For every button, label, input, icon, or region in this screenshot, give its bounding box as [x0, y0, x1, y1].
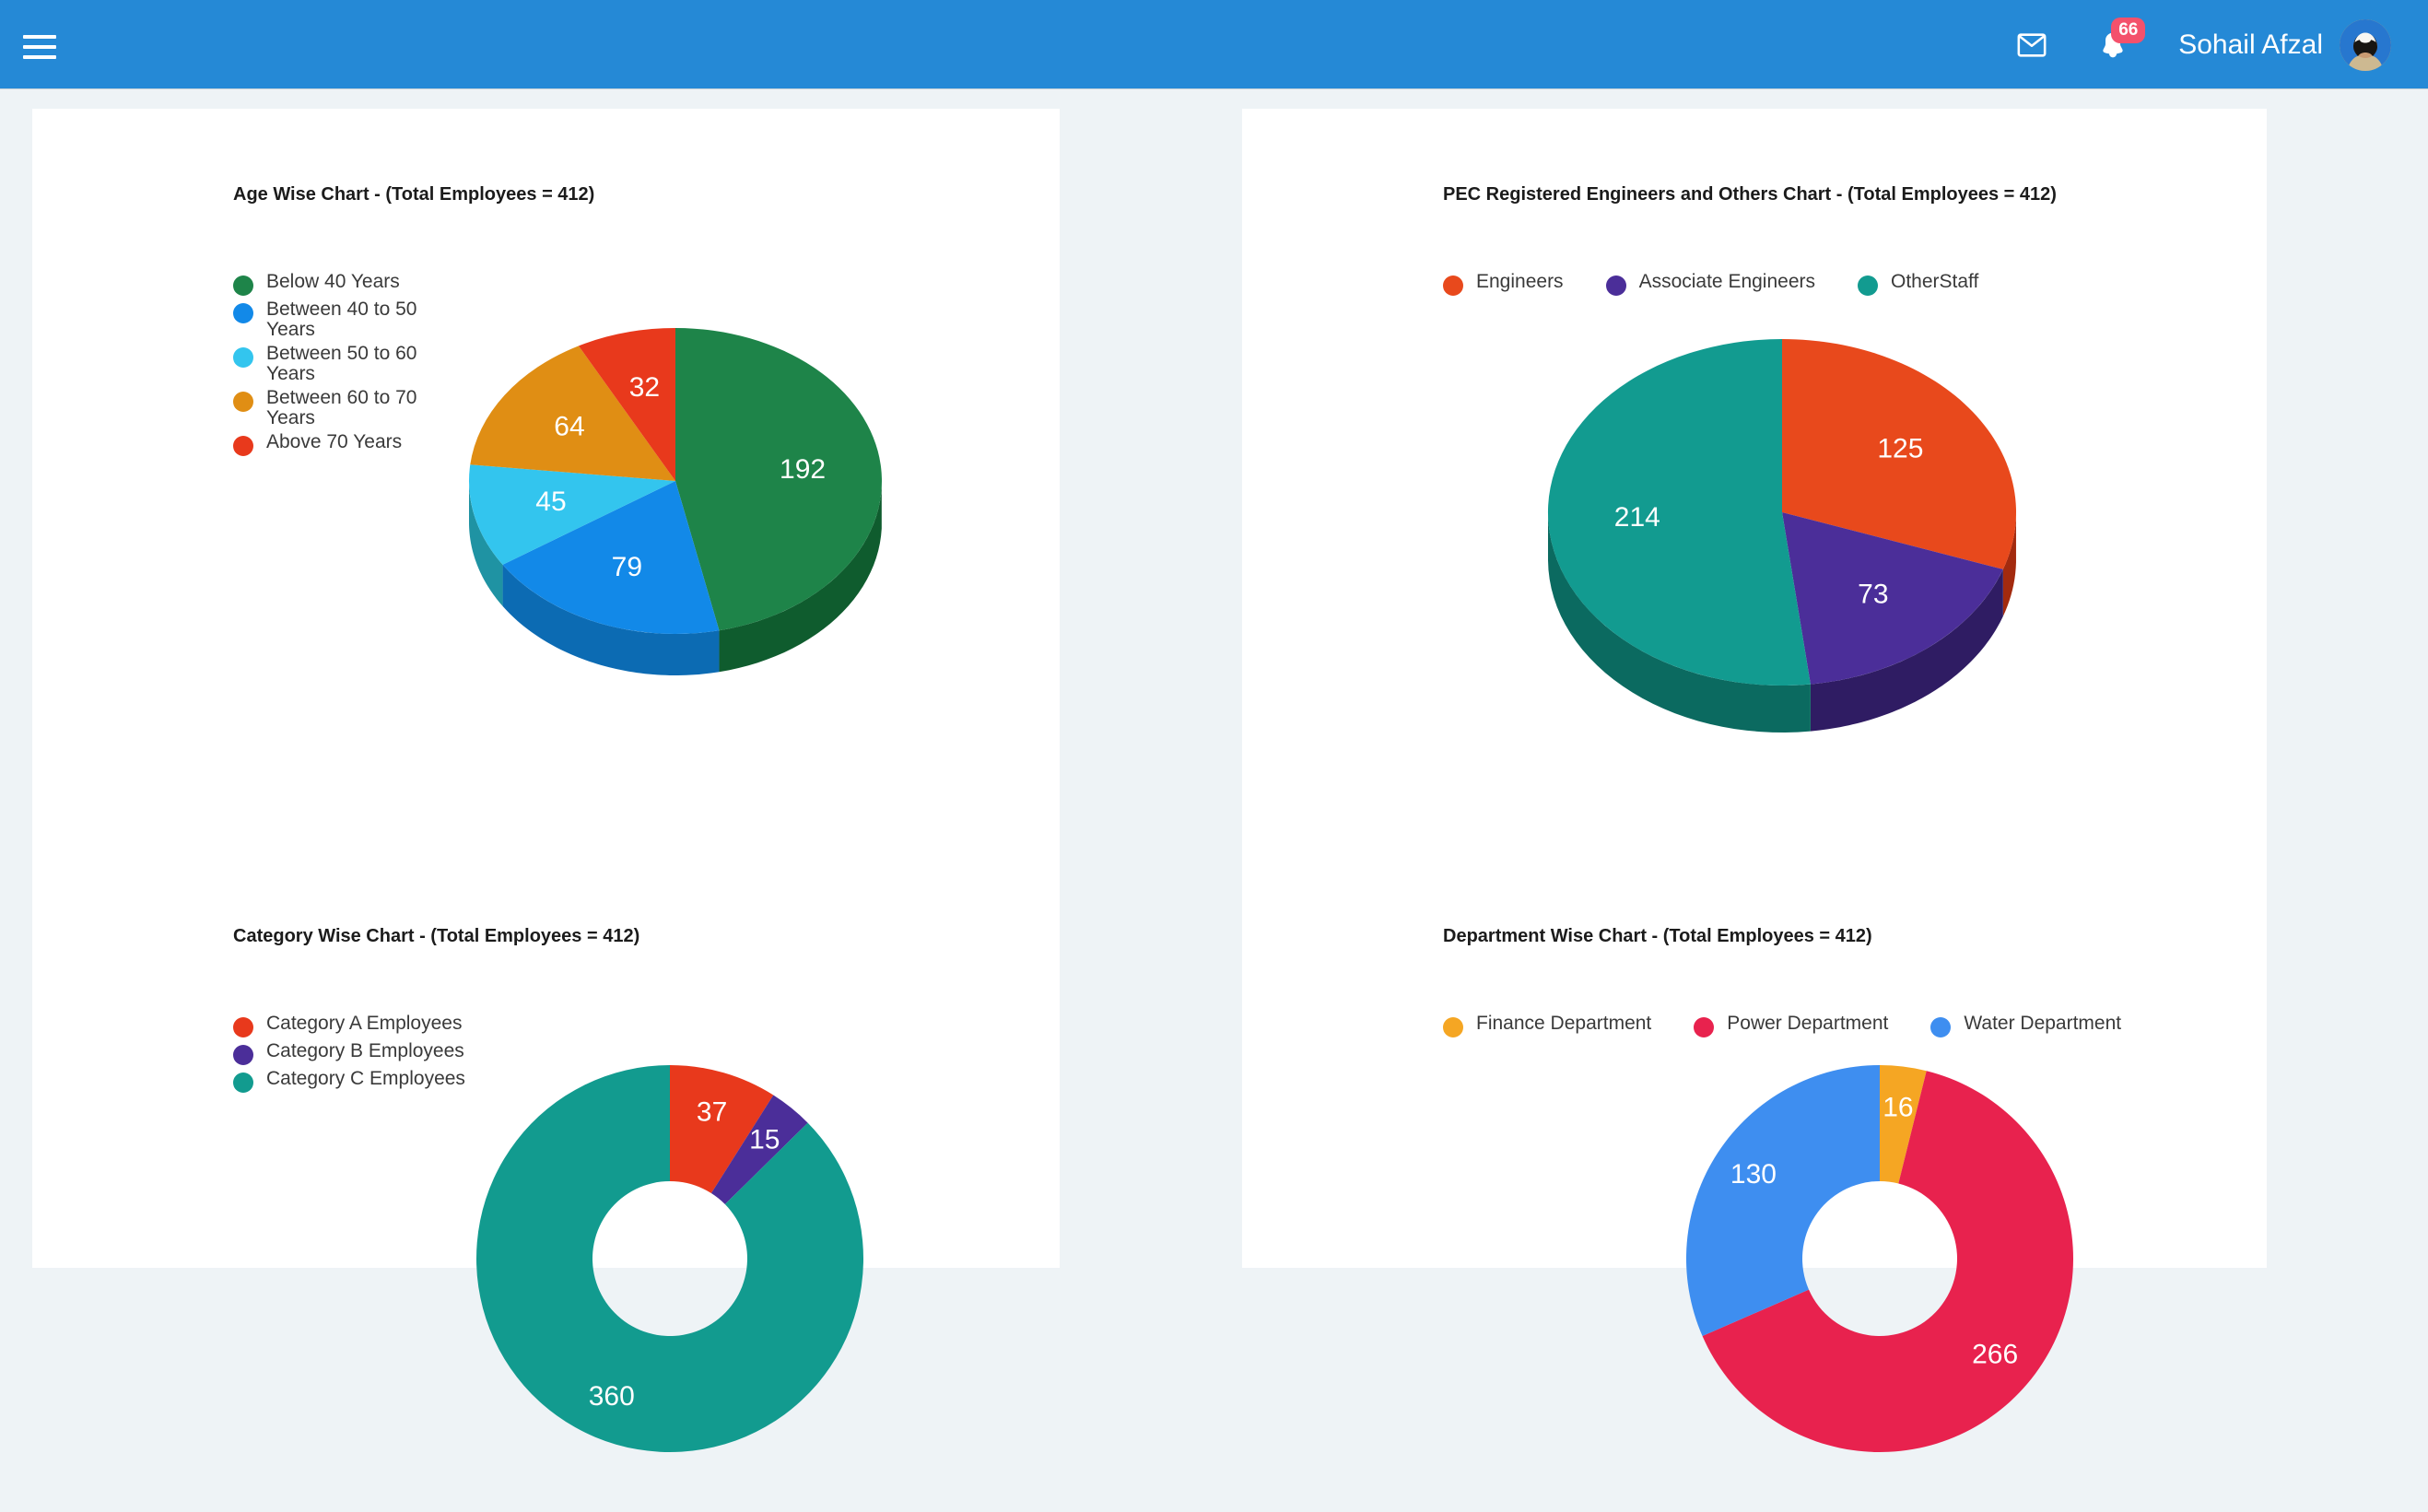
- svg-text:16: 16: [1883, 1092, 1913, 1122]
- svg-text:32: 32: [629, 372, 660, 403]
- svg-text:37: 37: [697, 1097, 727, 1128]
- svg-text:192: 192: [780, 454, 826, 485]
- svg-text:15: 15: [749, 1124, 780, 1155]
- svg-text:130: 130: [1730, 1159, 1777, 1190]
- svg-text:214: 214: [1614, 502, 1660, 533]
- svg-text:360: 360: [589, 1381, 635, 1412]
- svg-text:79: 79: [612, 552, 642, 582]
- svg-text:45: 45: [535, 486, 566, 517]
- svg-text:125: 125: [1877, 433, 1923, 463]
- svg-text:64: 64: [554, 411, 584, 441]
- svg-text:266: 266: [1972, 1340, 2018, 1370]
- svg-text:73: 73: [1858, 580, 1888, 610]
